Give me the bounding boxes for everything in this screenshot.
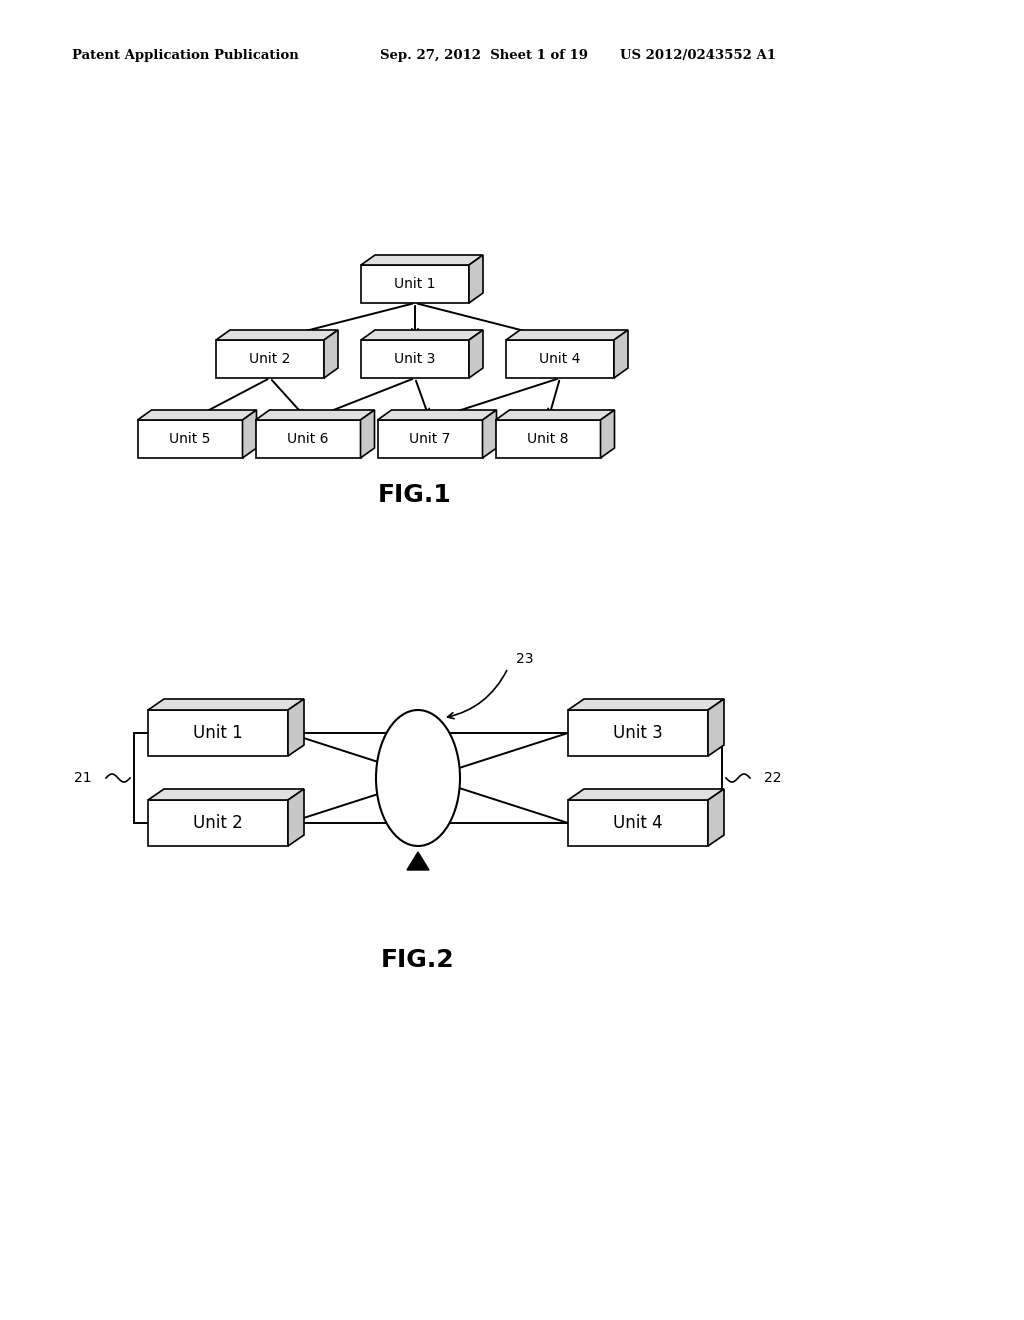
Polygon shape (469, 330, 483, 378)
Text: US 2012/0243552 A1: US 2012/0243552 A1 (620, 49, 776, 62)
Polygon shape (361, 341, 469, 378)
Polygon shape (469, 255, 483, 304)
Polygon shape (568, 700, 724, 710)
Polygon shape (148, 800, 288, 846)
Polygon shape (708, 789, 724, 846)
Text: Unit 3: Unit 3 (394, 352, 435, 366)
Polygon shape (256, 411, 375, 420)
Text: 21: 21 (75, 771, 92, 785)
Text: Unit 4: Unit 4 (613, 814, 663, 832)
Polygon shape (378, 411, 497, 420)
Polygon shape (361, 330, 483, 341)
Polygon shape (256, 420, 360, 458)
Ellipse shape (376, 710, 460, 846)
Text: Unit 4: Unit 4 (540, 352, 581, 366)
Text: Unit 6: Unit 6 (288, 432, 329, 446)
Polygon shape (148, 700, 304, 710)
Text: Unit 1: Unit 1 (394, 277, 436, 290)
Polygon shape (288, 700, 304, 756)
Text: Unit 7: Unit 7 (410, 432, 451, 446)
Polygon shape (407, 851, 429, 870)
Text: Unit 2: Unit 2 (194, 814, 243, 832)
Polygon shape (360, 411, 375, 458)
Polygon shape (506, 330, 628, 341)
Polygon shape (216, 330, 338, 341)
Polygon shape (288, 789, 304, 846)
Text: Unit 8: Unit 8 (527, 432, 568, 446)
Polygon shape (148, 710, 288, 756)
Polygon shape (568, 789, 724, 800)
Polygon shape (324, 330, 338, 378)
Polygon shape (568, 710, 708, 756)
Text: Sep. 27, 2012  Sheet 1 of 19: Sep. 27, 2012 Sheet 1 of 19 (380, 49, 588, 62)
Text: FIG.1: FIG.1 (378, 483, 452, 507)
Text: Unit 2: Unit 2 (249, 352, 291, 366)
Polygon shape (600, 411, 614, 458)
Polygon shape (482, 411, 497, 458)
Text: Patent Application Publication: Patent Application Publication (72, 49, 299, 62)
Polygon shape (216, 341, 324, 378)
Polygon shape (496, 411, 614, 420)
Text: FIG.2: FIG.2 (381, 948, 455, 972)
Polygon shape (378, 420, 482, 458)
Polygon shape (137, 411, 256, 420)
Polygon shape (137, 420, 243, 458)
Text: Unit 3: Unit 3 (613, 723, 663, 742)
Text: Unit 5: Unit 5 (169, 432, 211, 446)
Polygon shape (243, 411, 256, 458)
Polygon shape (361, 255, 483, 265)
Polygon shape (361, 265, 469, 304)
Text: Unit 1: Unit 1 (194, 723, 243, 742)
Polygon shape (148, 789, 304, 800)
Polygon shape (708, 700, 724, 756)
Polygon shape (614, 330, 628, 378)
Polygon shape (496, 420, 600, 458)
Text: 22: 22 (764, 771, 781, 785)
Polygon shape (568, 800, 708, 846)
Polygon shape (506, 341, 614, 378)
Text: 23: 23 (516, 652, 534, 667)
